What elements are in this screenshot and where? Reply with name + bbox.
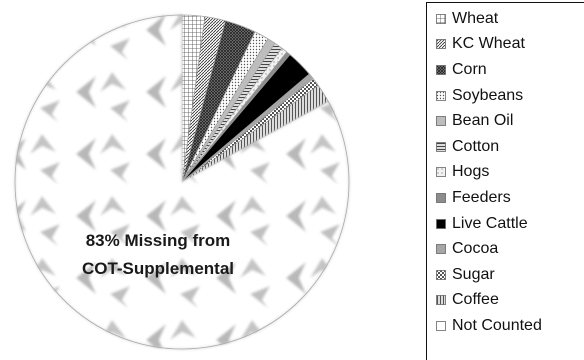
legend-swatch (436, 167, 446, 178)
legend-label: Hogs (452, 163, 490, 181)
legend-item-soybeans: Soybeans (436, 83, 584, 109)
legend-swatch (436, 244, 446, 255)
legend-item-cotton: Cotton (436, 134, 584, 160)
legend-item-not-counted: Not Counted (436, 313, 584, 339)
legend-swatch (436, 39, 446, 50)
legend-swatch (436, 65, 446, 75)
legend-item-feeders: Feeders (436, 185, 584, 211)
legend-label: Wheat (452, 9, 499, 27)
legend-label: Sugar (452, 265, 495, 283)
pie-annotation-line-2: COT-Supplemental (82, 259, 234, 278)
pie-annotation-line-1: 83% Missing from (86, 231, 231, 250)
legend-label: KC Wheat (452, 35, 525, 53)
legend-item-sugar: Sugar (436, 262, 584, 288)
legend-swatch (436, 218, 446, 229)
legend-item-wheat: Wheat (436, 6, 584, 32)
legend-swatch (436, 193, 446, 203)
legend-swatch (436, 141, 446, 152)
legend-swatch (436, 13, 446, 24)
legend-swatch (436, 321, 446, 331)
legend-swatch (436, 90, 446, 101)
legend-label: Feeders (452, 188, 511, 206)
legend-label: Corn (452, 60, 487, 78)
legend-item-cocoa: Cocoa (436, 236, 584, 262)
legend-label: Coffee (452, 291, 499, 309)
legend-item-corn: Corn (436, 57, 584, 83)
legend-item-bean-oil: Bean Oil (436, 108, 584, 134)
pie-slices (14, 14, 350, 350)
legend-label: Live Cattle (452, 214, 528, 232)
legend-label: Soybeans (452, 86, 524, 104)
legend-swatch (436, 269, 446, 280)
pie-outline (14, 14, 350, 350)
legend-swatch (436, 295, 446, 306)
legend-item-coffee: Coffee (436, 288, 584, 314)
legend-item-live-cattle: Live Cattle (436, 211, 584, 237)
legend-label: Bean Oil (452, 112, 514, 130)
legend: Wheat KC Wheat Corn Soybeans Bean Oil Cotton H… (426, 2, 584, 360)
legend-item-kc-wheat: KC Wheat (436, 32, 584, 58)
pie-chart: 83% Missing from COT-Supplemental (14, 14, 350, 350)
legend-label: Cocoa (452, 240, 499, 258)
legend-label: Cotton (452, 137, 500, 155)
legend-label: Not Counted (452, 316, 542, 334)
legend-swatch (436, 116, 446, 127)
legend-item-hogs: Hogs (436, 160, 584, 186)
